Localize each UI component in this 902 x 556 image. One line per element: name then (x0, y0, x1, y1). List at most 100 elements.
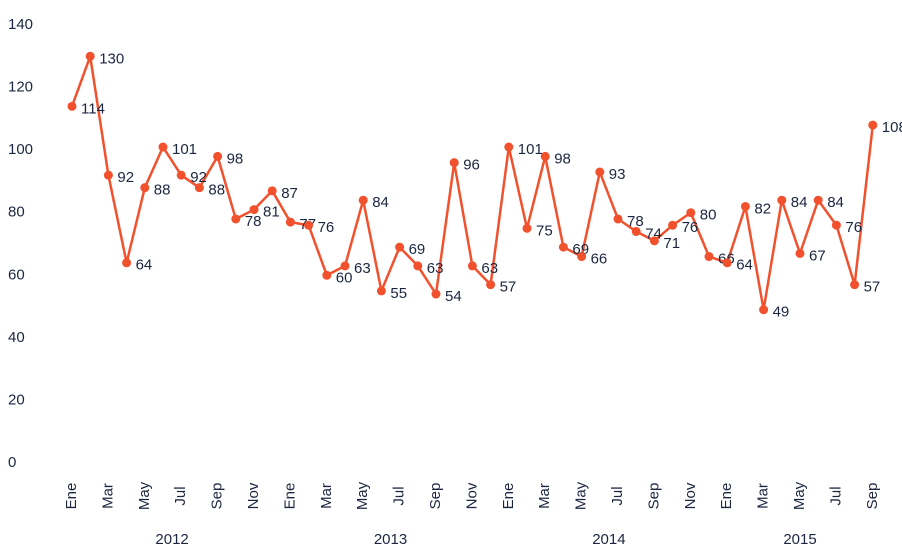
marker (267, 186, 277, 196)
data-label: 67 (809, 247, 826, 264)
data-label: 69 (409, 241, 426, 258)
data-label: 63 (427, 260, 444, 277)
y-tick-label: 60 (8, 266, 25, 283)
data-label: 84 (827, 194, 844, 211)
marker (67, 101, 77, 111)
data-label: 63 (354, 260, 371, 277)
marker (285, 217, 295, 227)
marker (322, 270, 332, 280)
y-tick-label: 120 (8, 79, 33, 96)
data-label: 108 (882, 119, 902, 136)
data-label: 114 (81, 100, 105, 117)
data-label: 64 (136, 257, 153, 274)
data-label: 76 (318, 219, 335, 236)
data-label: 98 (227, 150, 244, 167)
data-label: 54 (445, 288, 462, 305)
data-label: 93 (609, 166, 626, 183)
year-label: 2012 (155, 531, 188, 548)
marker (376, 286, 386, 296)
marker (613, 214, 623, 224)
y-tick-label: 0 (8, 454, 16, 471)
x-tick-label: Jul (609, 486, 626, 505)
x-tick-label: Mar (99, 483, 116, 509)
marker (158, 142, 168, 152)
marker (395, 242, 405, 252)
marker (249, 205, 259, 215)
data-label: 101 (172, 141, 197, 158)
data-label: 78 (245, 213, 262, 230)
marker (740, 201, 750, 211)
marker (868, 120, 878, 130)
marker (577, 252, 587, 262)
y-tick-label: 140 (8, 16, 33, 33)
marker (540, 151, 550, 161)
marker (668, 220, 678, 230)
x-tick-label: Nov (463, 482, 480, 509)
marker (686, 208, 696, 218)
data-label: 88 (154, 182, 171, 199)
marker (122, 258, 132, 268)
x-tick-label: Ene (281, 483, 298, 510)
marker (340, 261, 350, 271)
marker (795, 248, 805, 258)
data-label: 130 (99, 50, 124, 67)
data-label: 71 (663, 235, 680, 252)
marker (486, 280, 496, 290)
marker (213, 151, 223, 161)
marker (759, 305, 769, 315)
x-tick-label: Sep (645, 483, 662, 510)
x-tick-label: May (354, 481, 371, 510)
data-label: 76 (845, 219, 862, 236)
marker (358, 195, 368, 205)
marker (413, 261, 423, 271)
data-label: 66 (591, 250, 608, 267)
marker (85, 51, 95, 61)
x-tick-label: May (136, 481, 153, 510)
data-label: 60 (336, 269, 353, 286)
x-tick-label: Nov (682, 482, 699, 509)
data-label: 92 (190, 169, 207, 186)
marker (467, 261, 477, 271)
x-tick-label: Ene (718, 483, 735, 510)
marker (194, 183, 204, 193)
x-tick-label: Ene (500, 483, 517, 510)
data-label: 80 (700, 207, 717, 224)
x-tick-label: Nov (245, 482, 262, 509)
marker (431, 289, 441, 299)
data-label: 87 (281, 185, 298, 202)
marker (176, 170, 186, 180)
marker (831, 220, 841, 230)
marker (304, 220, 314, 230)
marker (631, 226, 641, 236)
marker (722, 258, 732, 268)
data-label: 75 (536, 222, 553, 239)
year-label: 2013 (374, 531, 407, 548)
x-tick-label: Mar (536, 483, 553, 509)
data-label: 55 (390, 285, 407, 302)
data-label: 57 (500, 279, 517, 296)
data-label: 98 (554, 150, 571, 167)
marker (140, 183, 150, 193)
data-label: 96 (463, 157, 480, 174)
data-label: 64 (736, 257, 753, 274)
data-label: 78 (627, 213, 644, 230)
marker (522, 223, 532, 233)
marker (649, 236, 659, 246)
x-tick-label: Jul (827, 486, 844, 505)
y-tick-label: 20 (8, 391, 25, 408)
y-tick-label: 40 (8, 329, 25, 346)
marker (777, 195, 787, 205)
data-label: 82 (754, 200, 771, 217)
data-label: 81 (263, 204, 280, 221)
marker (813, 195, 823, 205)
x-tick-label: Sep (209, 483, 226, 510)
x-tick-label: Sep (427, 483, 444, 510)
marker (231, 214, 241, 224)
data-label: 84 (372, 194, 389, 211)
data-label: 49 (773, 304, 790, 321)
y-tick-label: 100 (8, 141, 33, 158)
x-tick-label: Ene (63, 483, 80, 510)
x-tick-label: Mar (318, 483, 335, 509)
data-label: 63 (481, 260, 498, 277)
